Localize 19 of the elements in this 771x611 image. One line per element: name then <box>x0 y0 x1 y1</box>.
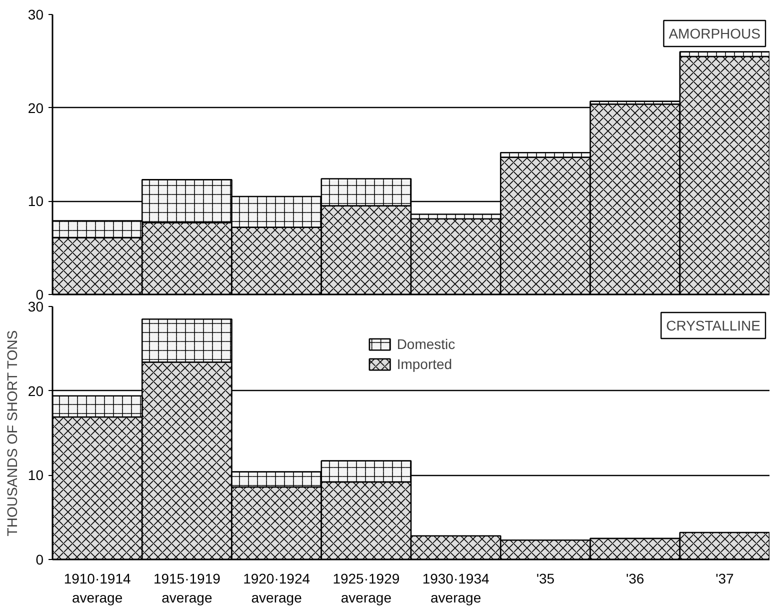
y-tick-label: 10 <box>28 467 44 484</box>
y-tick-label: 0 <box>36 552 44 568</box>
x-tick-label: 1930·1934 average <box>422 570 490 606</box>
y-tick-label: 20 <box>28 382 44 399</box>
legend-label: Imported <box>396 356 452 372</box>
x-tick-label: 1925·1929 average <box>332 570 400 606</box>
y-tick-label: 30 <box>28 6 44 22</box>
y-tick-label: 10 <box>28 193 44 210</box>
y-tick-label: 20 <box>28 100 44 116</box>
y-axis-title: THOUSANDS OF SHORT TONS <box>4 330 20 536</box>
annotation: AMORPHOUS <box>668 26 761 42</box>
x-tick-label: '36 <box>626 570 644 586</box>
x-tick-label: 1910·1914 average <box>64 570 131 606</box>
legend-label: Domestic <box>396 336 456 352</box>
x-tick-label: '37 <box>716 570 734 586</box>
x-tick-label: 1920·1924 average <box>243 570 310 606</box>
annotation: CRYSTALLINE <box>666 318 760 334</box>
x-tick-label: 1915·1919 average <box>153 570 221 606</box>
x-tick-label: '35 <box>536 570 555 586</box>
